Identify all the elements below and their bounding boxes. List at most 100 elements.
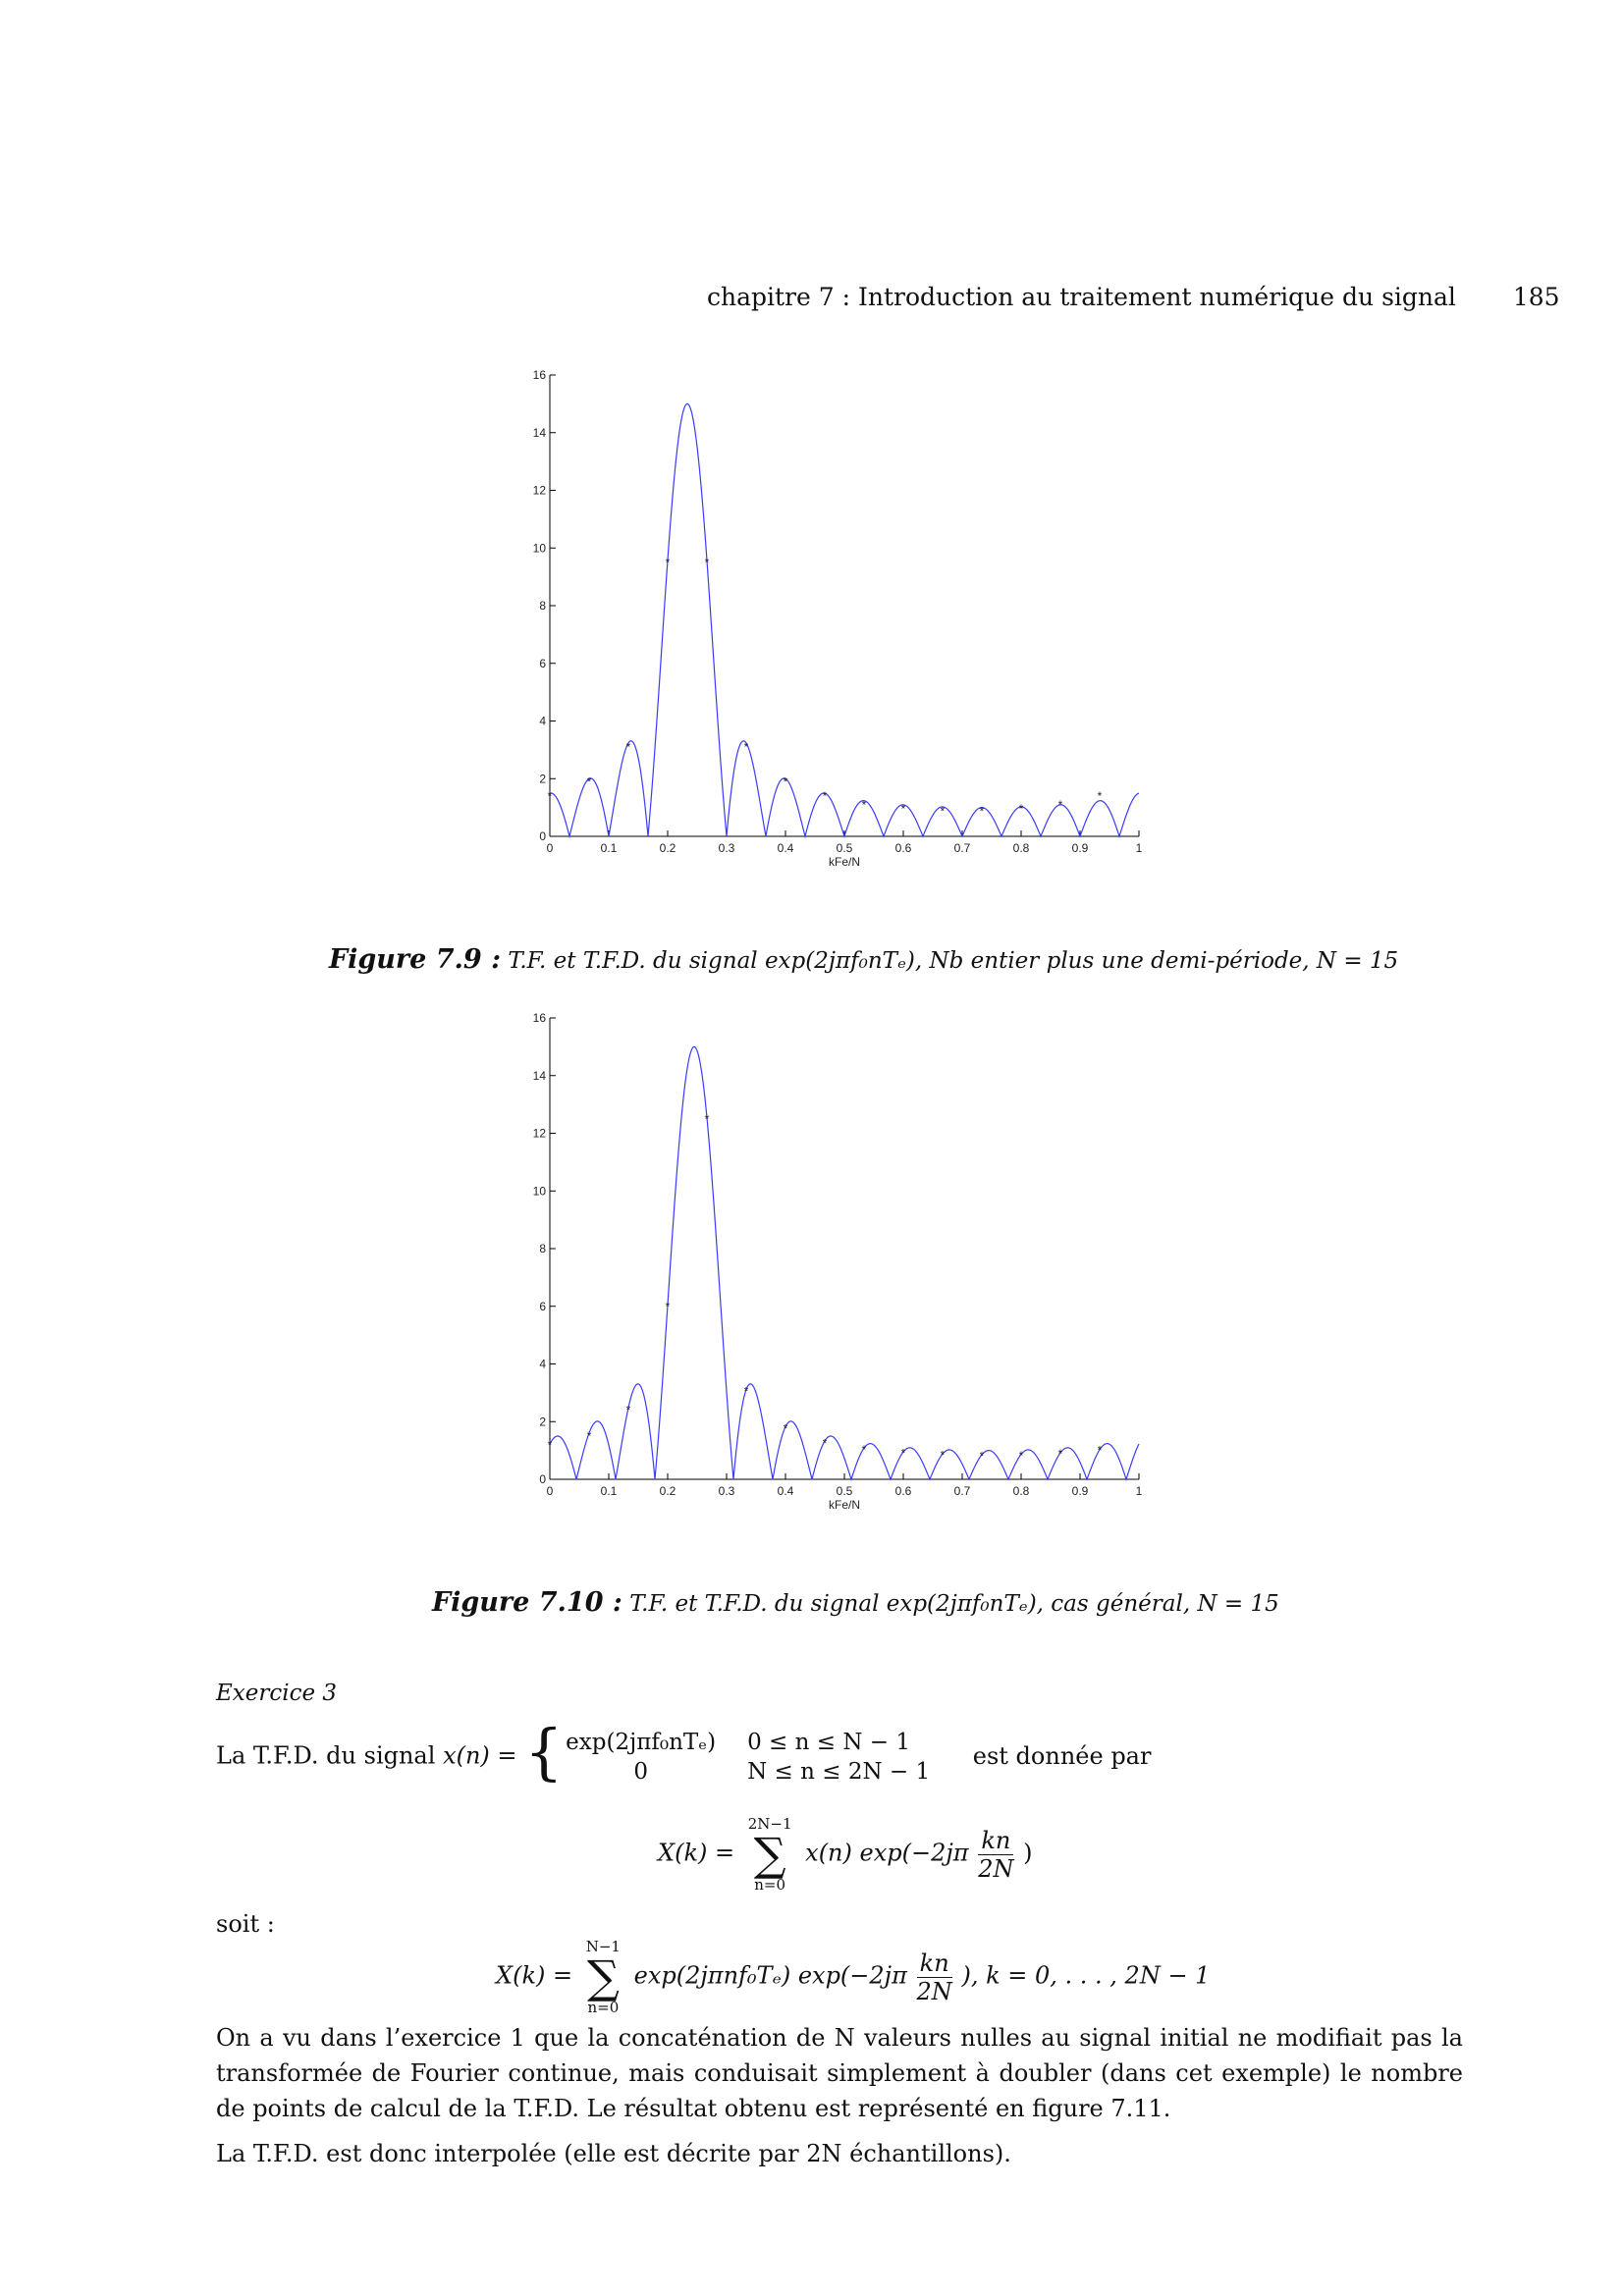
dft-equation: X(k) = 2N−1 ∑ n=0 x(n) exp(−2jπ kn 2N ) xyxy=(658,1816,1033,1893)
x-tick-label: 1 xyxy=(1136,841,1143,855)
tf-continuous-curve xyxy=(549,402,1140,839)
running-header: chapitre 7 : Introduction au traitement … xyxy=(707,283,1560,311)
tfd-sample-point: * xyxy=(823,789,828,803)
case1-cond: 0 ≤ n ≤ N − 1 xyxy=(747,1730,910,1755)
x-tick-label: 0.6 xyxy=(895,1484,912,1498)
y-tick-label: 16 xyxy=(533,1011,547,1025)
xn-symbol: x(n) = xyxy=(443,1741,517,1770)
y-tick-label: 12 xyxy=(533,1127,547,1141)
tfd-sample-point: * xyxy=(1098,789,1103,803)
y-tick-label: 2 xyxy=(539,1415,546,1428)
y-tick-label: 16 xyxy=(533,368,547,382)
y-tick-label: 8 xyxy=(539,599,546,613)
y-tick-label: 0 xyxy=(539,1472,546,1486)
y-tick-label: 14 xyxy=(533,426,547,440)
intro-text: La T.F.D. du signal xyxy=(216,1741,436,1770)
tfd-sample-point: * xyxy=(548,789,553,803)
eq1-lhs: X(k) = xyxy=(658,1839,735,1867)
y-tick-label: 6 xyxy=(539,657,546,670)
y-tick-label: 0 xyxy=(539,829,546,843)
tfd-sample-point: * xyxy=(862,798,867,812)
tfd-sample-point: * xyxy=(901,802,906,816)
x-tick-label: 0.4 xyxy=(778,1484,794,1498)
x-tick-label: 1 xyxy=(1136,1484,1143,1498)
piecewise-cases: { exp(2jπf₀nTₑ) 0 ≤ n ≤ N − 1 0 N ≤ n ≤ … xyxy=(524,1722,946,1787)
x-tick-label: 0.5 xyxy=(837,841,853,855)
tfd-sample-point: * xyxy=(548,1438,553,1452)
eq2-body: exp(2jπnf₀Tₑ) exp(−2jπ xyxy=(633,1961,907,1990)
y-tick-label: 10 xyxy=(533,541,547,555)
y-tick-label: 8 xyxy=(539,1242,546,1255)
frac-numerator: kn xyxy=(916,1949,952,1978)
fraction: kn 2N xyxy=(916,1949,952,2005)
tfd-sample-point: * xyxy=(626,740,631,754)
figure-7-10-caption: Figure 7.10 : T.F. et T.F.D. du signal e… xyxy=(432,1587,1279,1618)
x-axis-label: kFe/N xyxy=(829,1498,860,1512)
tfd-sample-point: * xyxy=(901,1447,906,1461)
eq1-body: x(n) exp(−2jπ xyxy=(805,1839,969,1867)
sum-upper: 2N−1 xyxy=(747,1815,792,1833)
frac-denominator: 2N xyxy=(978,1854,1014,1883)
x-tick-label: 0.8 xyxy=(1013,1484,1030,1498)
tfd-sample-point: * xyxy=(1058,1447,1063,1461)
tfd-sample-point: * xyxy=(980,1450,985,1464)
soit-text: soit : xyxy=(216,1910,275,1938)
caption-text: T.F. et T.F.D. du signal exp(2jπf₀nTₑ), … xyxy=(508,948,1399,974)
tfd-sample-point: * xyxy=(587,774,592,788)
left-brace: { xyxy=(524,1716,564,1788)
tfd-sample-point: * xyxy=(705,556,710,569)
x-tick-label: 0.8 xyxy=(1013,841,1030,855)
x-axis-label: kFe/N xyxy=(829,855,860,869)
figure-7-10-chart: 0 2 4 6 8 10 12 14 16 0 0.1 0.2 0.3 0.4 0.5 0.6 0.7 0.8 0.… xyxy=(533,1011,1143,1512)
x-tick-label: 0.1 xyxy=(601,1484,618,1498)
x-tick-label: 0.7 xyxy=(954,841,971,855)
x-tick-label: 0.6 xyxy=(895,841,912,855)
sum-symbol: N−1 ∑ n=0 xyxy=(585,1938,621,2016)
eq2-tail: ), k = 0, . . . , 2N − 1 xyxy=(961,1961,1211,1990)
sum-symbol: 2N−1 ∑ n=0 xyxy=(747,1815,792,1894)
y-tick-label: 2 xyxy=(539,772,546,785)
case2-expr: 0 xyxy=(633,1759,648,1785)
frac-numerator: kn xyxy=(978,1827,1014,1855)
tfd-sample-point: * xyxy=(784,1422,788,1436)
x-tick-label: 0.2 xyxy=(660,841,676,855)
case2-cond: N ≤ n ≤ 2N − 1 xyxy=(747,1759,931,1785)
tfd-sample-point: * xyxy=(626,1404,631,1417)
y-tick-label: 10 xyxy=(533,1184,547,1198)
signal-definition: La T.F.D. du signal x(n) = { exp(2jπf₀nT… xyxy=(216,1722,1152,1787)
figure-number: Figure 7.9 : xyxy=(329,944,502,975)
tfd-sample-point: * xyxy=(980,805,985,819)
tfd-sample-point: * xyxy=(862,1443,867,1457)
x-tick-label: 0.3 xyxy=(719,1484,735,1498)
x-tick-label: 0.9 xyxy=(1072,1484,1089,1498)
tfd-sample-point: * xyxy=(784,774,788,788)
x-tick-label: 0 xyxy=(547,1484,554,1498)
y-tick-label: 6 xyxy=(539,1300,546,1313)
x-tick-label: 0.9 xyxy=(1072,841,1089,855)
x-tick-label: 0.7 xyxy=(954,1484,971,1498)
figure-number: Figure 7.10 : xyxy=(432,1587,622,1618)
page-number: 185 xyxy=(1512,283,1560,311)
tfd-sample-point: * xyxy=(941,1449,946,1463)
caption-text: T.F. et T.F.D. du signal exp(2jπf₀nTₑ), … xyxy=(629,1591,1279,1617)
cases-table: exp(2jπf₀nTₑ) 0 ≤ n ≤ N − 1 0 N ≤ n ≤ 2N… xyxy=(550,1728,946,1787)
tfd-sample-point: * xyxy=(744,740,749,754)
case1-expr: exp(2jπf₀nTₑ) xyxy=(566,1730,717,1755)
tfd-sample-point: * xyxy=(666,556,671,569)
given-by: est donnée par xyxy=(972,1741,1152,1770)
eq1-close: ) xyxy=(1023,1839,1033,1867)
fraction: kn 2N xyxy=(978,1827,1014,1883)
y-tick-label: 14 xyxy=(533,1069,547,1083)
x-tick-label: 0.2 xyxy=(660,1484,676,1498)
sum-upper: N−1 xyxy=(585,1938,621,1955)
tfd-sample-point: * xyxy=(1019,1449,1024,1463)
y-tick-label: 4 xyxy=(539,715,546,728)
figure-7-9-chart: 0 2 4 6 8 10 12 14 16 0 0.1 0.2 0.3 0.4 0.5 0.6 0.7 0.8 0.… xyxy=(533,368,1143,869)
running-title: chapitre 7 : Introduction au traitement … xyxy=(707,283,1456,311)
tfd-sample-point: * xyxy=(823,1436,828,1450)
y-tick-label: 4 xyxy=(539,1358,546,1371)
tfd-sample-point: * xyxy=(941,805,946,819)
x-tick-label: 0.5 xyxy=(837,1484,853,1498)
tfd-sample-point: * xyxy=(705,1112,710,1126)
exercise-title: Exercice 3 xyxy=(216,1681,338,1706)
